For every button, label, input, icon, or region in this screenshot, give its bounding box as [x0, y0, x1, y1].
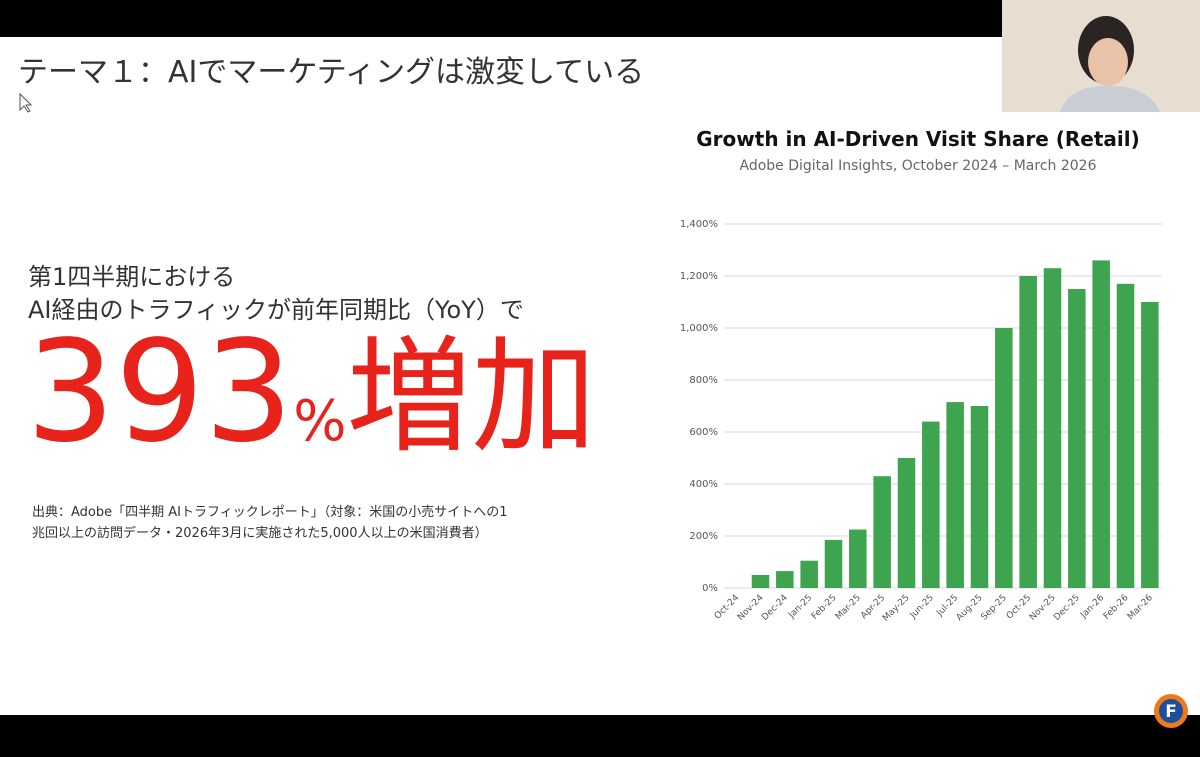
- logo-core: [1159, 699, 1183, 723]
- bar: [873, 476, 891, 588]
- y-tick-label: 0%: [702, 583, 718, 594]
- y-tick-label: 200%: [689, 531, 718, 542]
- y-tick-label: 600%: [689, 427, 718, 438]
- bar: [1019, 276, 1037, 588]
- webcam: [1002, 0, 1200, 112]
- source-line: 兆回以上の訪問データ・2026年3月に実施された5,000人以上の米国消費者）: [32, 525, 488, 541]
- y-tick-label: 1,200%: [680, 271, 718, 282]
- y-tick-label: 1,000%: [680, 323, 718, 334]
- highlight-number: 393: [26, 311, 293, 474]
- chart-title: Growth in AI-Driven Visit Share (Retail): [696, 127, 1139, 151]
- lead-line: AI経由のトラフィックが前年同期比（YoY）で: [28, 296, 524, 324]
- bar: [897, 458, 916, 588]
- bar: [751, 575, 770, 588]
- highlight-word: 増加: [346, 325, 596, 470]
- bar: [970, 406, 989, 588]
- bar: [1043, 268, 1062, 588]
- bar: [995, 328, 1013, 588]
- y-tick-label: 400%: [689, 479, 718, 490]
- person-face: [1088, 38, 1128, 86]
- slide-title: テーマ１：AIでマーケティングは激変している: [18, 55, 644, 90]
- bar: [849, 529, 867, 588]
- logo: F: [1154, 694, 1188, 728]
- mouse-cursor: [19, 92, 33, 113]
- y-tick-label: 1,400%: [680, 219, 718, 230]
- person-body: [1060, 85, 1160, 112]
- bar: [1068, 289, 1086, 588]
- lead-line: 第1四半期における: [28, 263, 235, 291]
- bar: [1092, 260, 1110, 588]
- bar: [922, 421, 940, 588]
- bar: [1141, 302, 1159, 588]
- highlight-unit: %: [293, 389, 346, 454]
- logo-text: F: [1165, 702, 1177, 722]
- y-tick-label: 800%: [689, 375, 718, 386]
- bar: [824, 539, 843, 588]
- source-line: 出典：Adobe「四半期 AIトラフィックレポート」（対象：米国の小売サイトへの…: [32, 504, 508, 520]
- bar: [946, 402, 964, 588]
- highlight: 393%増加: [26, 311, 596, 474]
- bar: [776, 571, 794, 588]
- bar: [1116, 283, 1135, 588]
- chart-subtitle: Adobe Digital Insights, October 2024 – M…: [740, 158, 1097, 174]
- bar: [800, 560, 818, 588]
